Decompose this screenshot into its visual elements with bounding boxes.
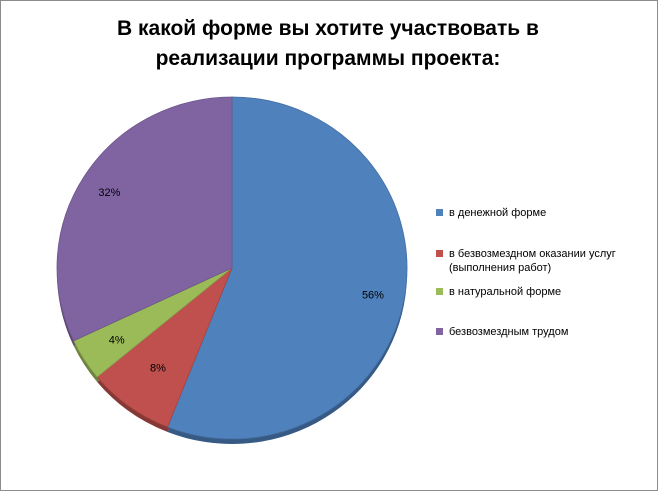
data-label-monetary: 56% [362, 289, 384, 301]
pie-slice-labor [56, 96, 233, 342]
legend-item-services: в безвозмездном оказании услуг (выполнен… [436, 247, 616, 275]
legend-swatch-labor [436, 328, 443, 335]
legend-swatch-in-kind [436, 288, 443, 295]
legend-item-monetary: в денежной форме [436, 206, 546, 220]
chart-title-line-1: В какой форме вы хотите участвовать в [117, 17, 539, 40]
data-label-in-kind: 4% [109, 334, 125, 346]
legend-item-in-kind: в натуральной форме [436, 285, 561, 299]
legend-label-in-kind: в натуральной форме [449, 286, 562, 298]
legend-label-monetary: в денежной форме [449, 207, 547, 219]
legend-item-labor: безвозмездным трудом [436, 325, 568, 339]
chart-title: В какой форме вы хотите участвовать в ре… [0, 14, 656, 74]
legend-swatch-monetary [436, 209, 443, 216]
data-label-services: 8% [150, 363, 166, 375]
legend-label-services: в безвозмездном оказании услуг (выполнен… [449, 248, 616, 274]
legend-label-labor: безвозмездным трудом [449, 326, 569, 338]
legend-swatch-services [436, 250, 443, 257]
pie-slice-monetary [167, 96, 408, 440]
chart-title-line-2: реализации программы проекта: [155, 47, 501, 70]
data-label-labor: 32% [98, 187, 120, 199]
